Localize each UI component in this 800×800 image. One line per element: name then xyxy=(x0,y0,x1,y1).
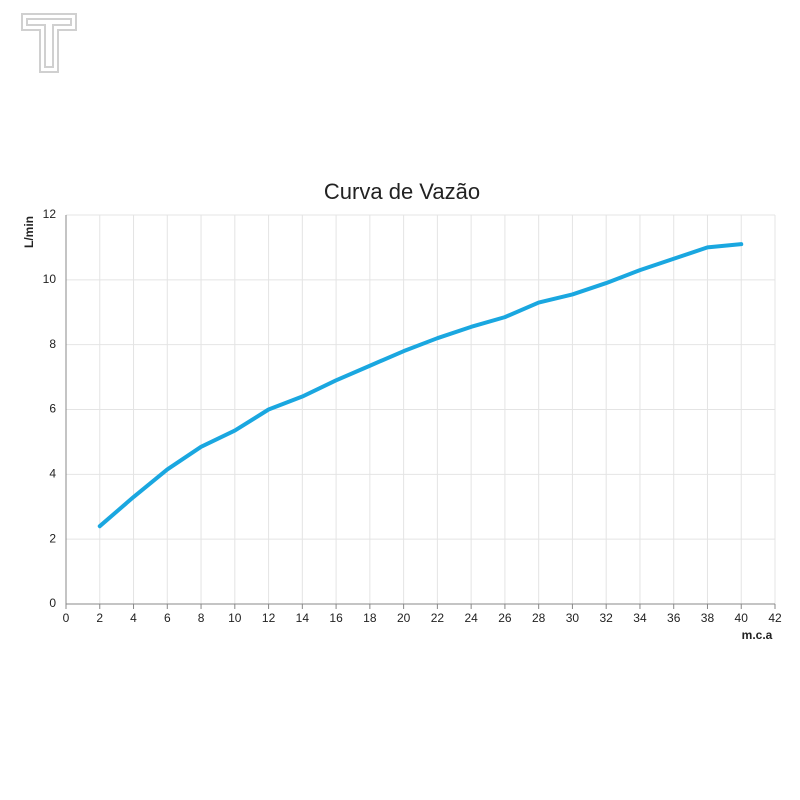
x-tick-label: 0 xyxy=(63,611,70,625)
y-tick-label: 2 xyxy=(49,531,56,545)
x-tick-label: 36 xyxy=(667,611,681,625)
x-tick-label: 22 xyxy=(431,611,445,625)
x-tick-label: 8 xyxy=(198,611,205,625)
x-tick-label: 18 xyxy=(363,611,377,625)
x-tick-label: 40 xyxy=(735,611,749,625)
x-tick-label: 30 xyxy=(566,611,580,625)
y-tick-label: 6 xyxy=(49,402,56,416)
y-tick-label: 0 xyxy=(49,596,56,610)
chart-title: Curva de Vazão xyxy=(324,179,480,204)
x-tick-label: 4 xyxy=(130,611,137,625)
y-tick-label: 4 xyxy=(49,467,56,481)
x-tick-label: 28 xyxy=(532,611,546,625)
x-tick-label: 34 xyxy=(633,611,647,625)
x-tick-label: 12 xyxy=(262,611,276,625)
x-tick-label: 24 xyxy=(464,611,478,625)
logo xyxy=(21,13,77,73)
data-line xyxy=(97,242,744,529)
x-tick-label: 42 xyxy=(768,611,782,625)
x-tick-label: 26 xyxy=(498,611,512,625)
x-tick-label: 38 xyxy=(701,611,715,625)
x-tick-label: 6 xyxy=(164,611,171,625)
y-axis-label: L/min xyxy=(22,216,36,248)
y-tick-label: 8 xyxy=(49,337,56,351)
x-tick-label: 32 xyxy=(600,611,614,625)
x-tick-label: 20 xyxy=(397,611,411,625)
x-tick-label: 10 xyxy=(228,611,242,625)
x-tick-label: 16 xyxy=(329,611,343,625)
x-axis-label: m.c.a xyxy=(742,628,773,642)
x-tick-label: 14 xyxy=(296,611,310,625)
y-tick-label: 10 xyxy=(43,272,57,286)
y-tick-label: 12 xyxy=(43,207,57,221)
x-tick-label: 2 xyxy=(96,611,103,625)
